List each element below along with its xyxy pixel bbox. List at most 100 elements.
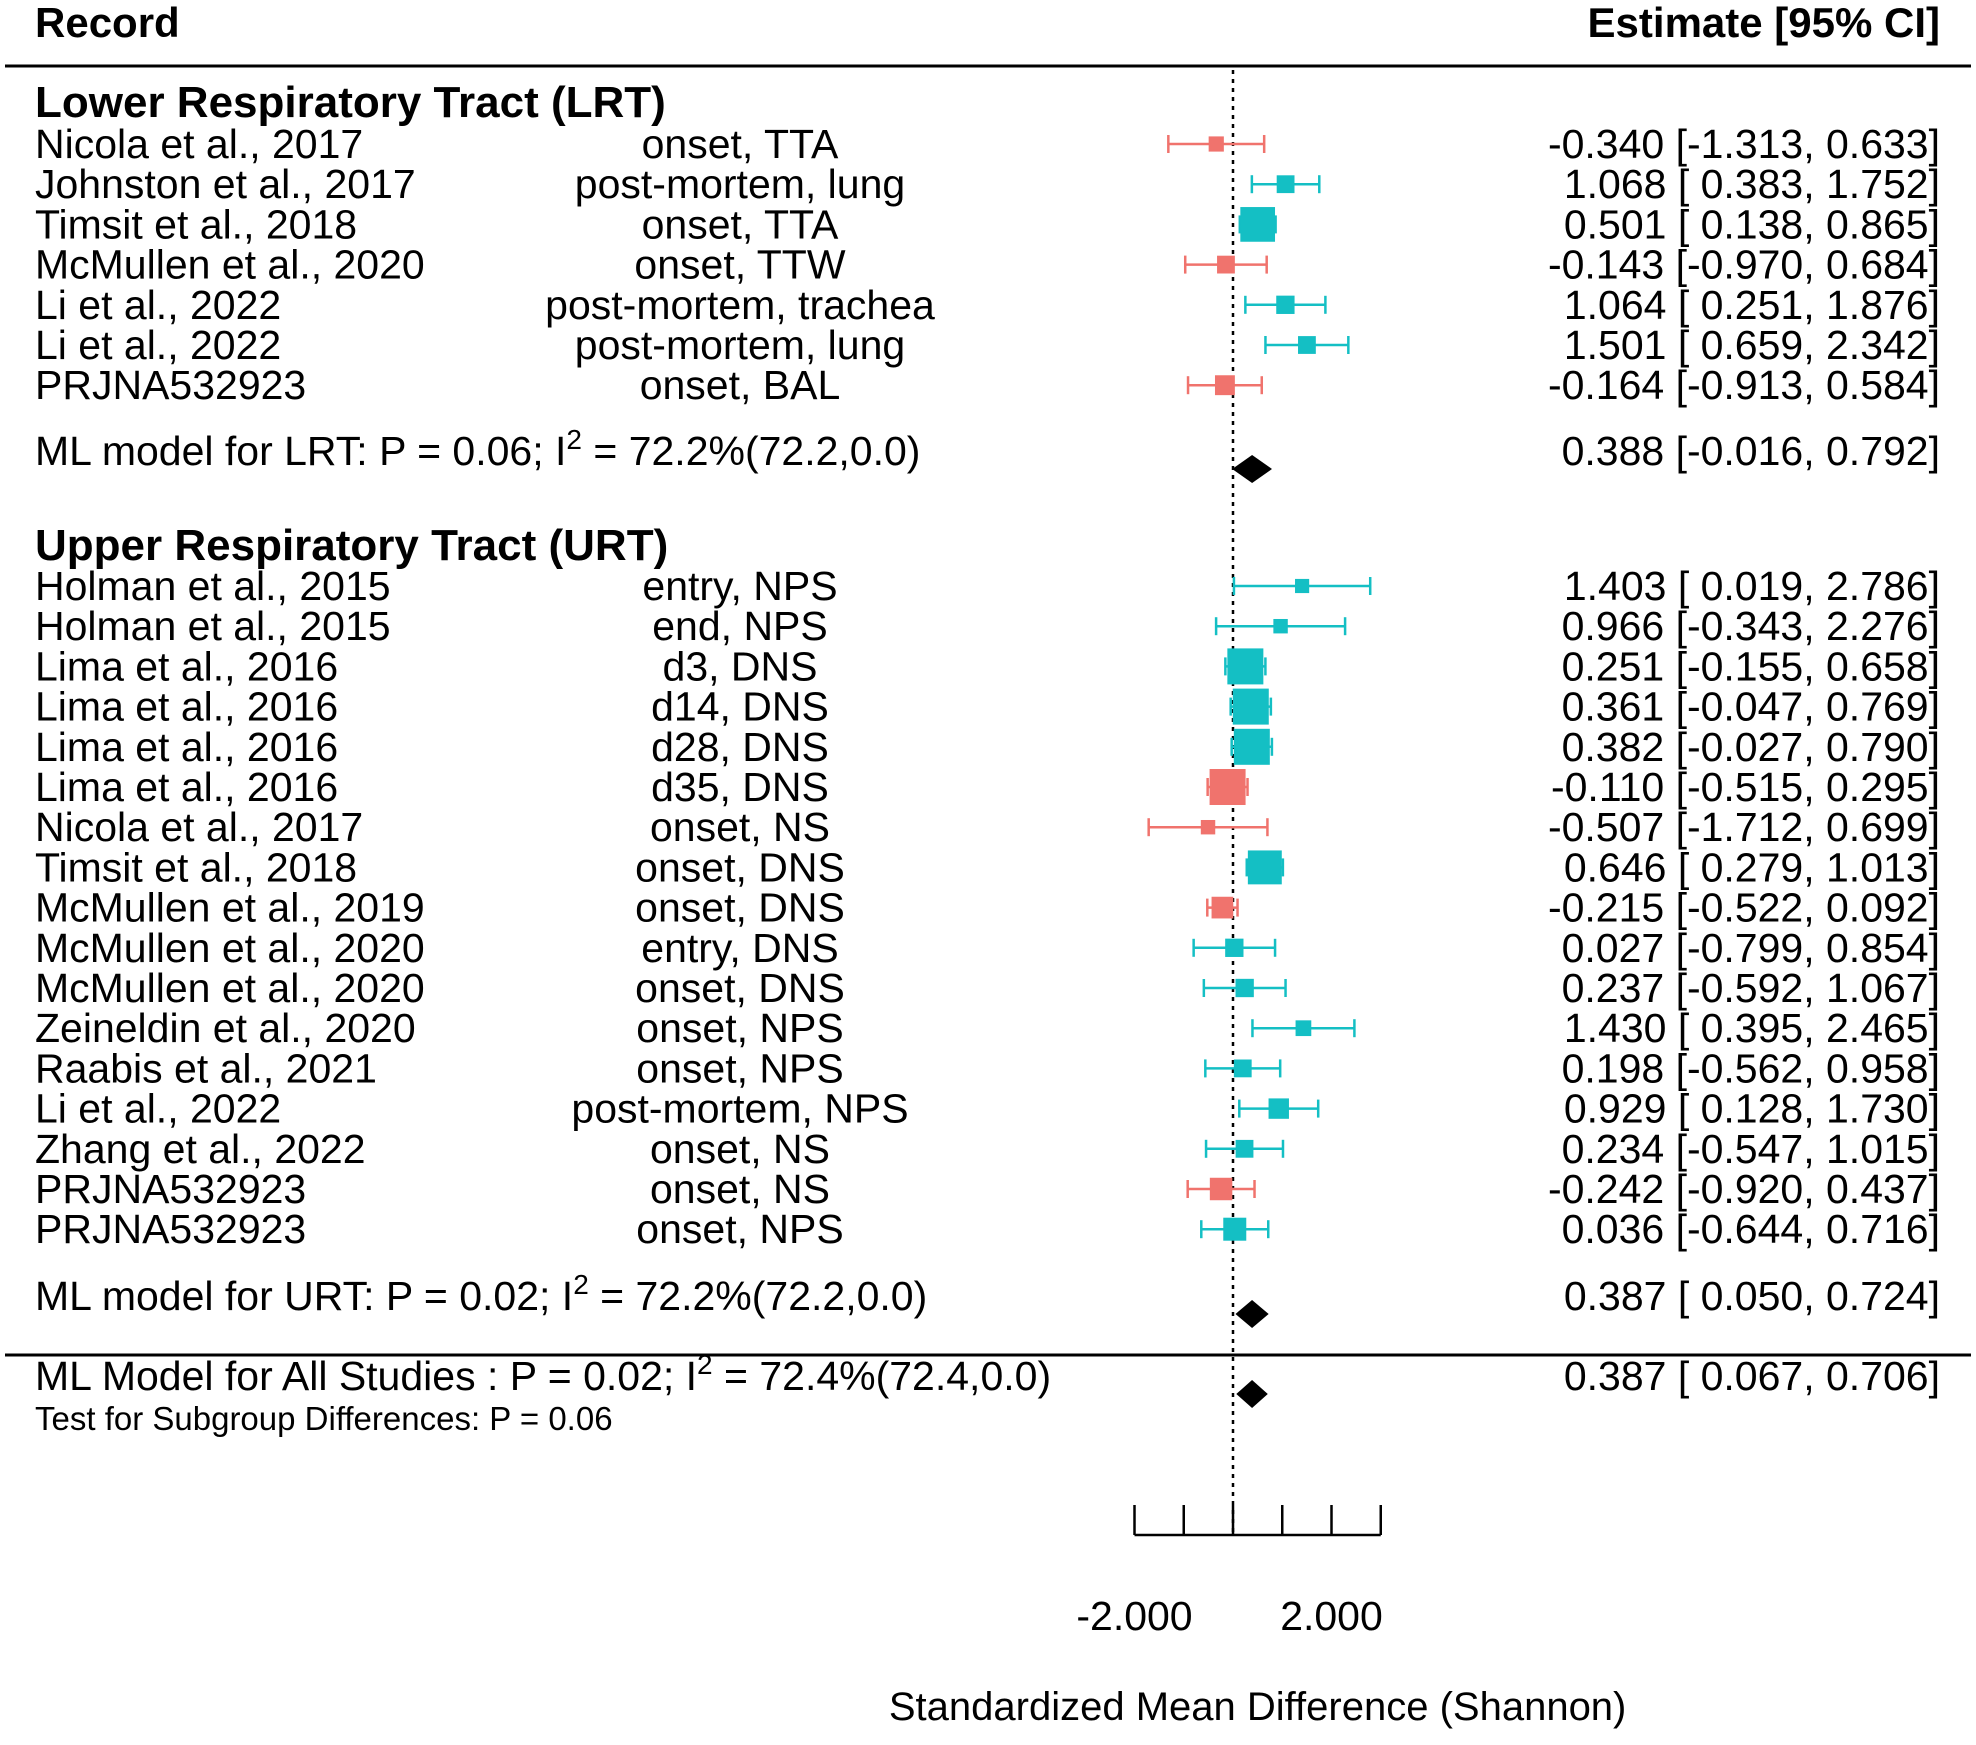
estimate-box	[1227, 648, 1264, 685]
estimate-ci-text: -0.242 [-0.920, 0.437]	[1548, 1166, 1940, 1212]
x-tick-label: 2.000	[1280, 1593, 1383, 1639]
estimate-box	[1225, 938, 1244, 957]
estimate-box	[1214, 375, 1235, 396]
estimate-ci-text: 1.430 [ 0.395, 2.465]	[1564, 1005, 1940, 1051]
sample-label: onset, TTA	[642, 121, 839, 167]
estimate-box	[1295, 578, 1310, 594]
x-axis-label: Standardized Mean Difference (Shannon)	[889, 1685, 1627, 1729]
estimate-ci-text: 0.251 [-0.155, 0.658]	[1562, 643, 1940, 689]
x-tick-label: -2.000	[1076, 1593, 1192, 1639]
estimate-ci-text: 0.361 [-0.047, 0.769]	[1562, 684, 1940, 730]
summary-diamond	[1235, 1300, 1269, 1328]
estimate-ci-text: -0.110 [-0.515, 0.295]	[1551, 764, 1940, 810]
sample-label: d3, DNS	[663, 643, 818, 689]
overall-diamond	[1236, 1380, 1268, 1408]
estimate-ci-text: 0.198 [-0.562, 0.958]	[1562, 1045, 1940, 1091]
sample-label: onset, DNS	[635, 885, 845, 931]
estimate-box	[1235, 1139, 1254, 1158]
estimate-box	[1200, 819, 1216, 835]
estimate-ci-text: -0.215 [-0.522, 0.092]	[1548, 885, 1940, 931]
sample-label: onset, NS	[650, 804, 830, 850]
estimate-box	[1209, 1177, 1233, 1201]
estimate-ci-text: 0.027 [-0.799, 0.854]	[1562, 925, 1940, 971]
study-label: McMullen et al., 2020	[35, 925, 425, 971]
estimate-ci-text: 1.064 [ 0.251, 1.876]	[1564, 282, 1940, 328]
header-record: Record	[35, 0, 180, 46]
estimate-box	[1295, 1020, 1312, 1037]
sample-label: onset, BAL	[640, 362, 841, 408]
study-label: Raabis et al., 2021	[35, 1045, 377, 1091]
study-label: Johnston et al., 2017	[35, 161, 416, 207]
study-label: McMullen et al., 2020	[35, 965, 425, 1011]
estimate-ci-text: 0.237 [-0.592, 1.067]	[1562, 965, 1940, 1011]
sample-label: entry, NPS	[642, 563, 837, 609]
study-label: Zeineldin et al., 2020	[35, 1005, 416, 1051]
sample-label: end, NPS	[652, 603, 828, 649]
estimate-box	[1209, 769, 1246, 805]
estimate-ci-text: -0.340 [-1.313, 0.633]	[1548, 121, 1940, 167]
estimate-box	[1276, 295, 1295, 314]
study-label: Li et al., 2022	[35, 322, 281, 368]
estimate-ci-text: 0.501 [ 0.138, 0.865]	[1564, 201, 1940, 247]
estimate-ci-text: 0.929 [ 0.128, 1.730]	[1564, 1086, 1940, 1132]
study-label: Zhang et al., 2022	[35, 1126, 366, 1172]
estimate-box	[1208, 136, 1224, 152]
estimate-box	[1233, 1059, 1252, 1078]
estimate-box	[1211, 896, 1234, 919]
estimate-ci-text: -0.507 [-1.712, 0.699]	[1548, 804, 1940, 850]
study-label: Nicola et al., 2017	[35, 804, 363, 850]
study-label: Lima et al., 2016	[35, 643, 338, 689]
sample-label: onset, DNS	[635, 844, 845, 890]
summary-label: ML model for LRT: P = 0.06; I2 = 72.2%(7…	[35, 424, 920, 474]
estimate-box	[1240, 207, 1276, 242]
estimate-ci-text: 1.068 [ 0.383, 1.752]	[1564, 161, 1940, 207]
study-label: Nicola et al., 2017	[35, 121, 363, 167]
study-label: McMullen et al., 2020	[35, 242, 425, 288]
study-label: McMullen et al., 2019	[35, 885, 425, 931]
estimate-box	[1268, 1098, 1289, 1119]
subgroup-test-text: Test for Subgroup Differences: P = 0.06	[35, 1400, 613, 1437]
sample-label: post-mortem, NPS	[571, 1086, 908, 1132]
sample-label: entry, DNS	[641, 925, 838, 971]
sample-label: onset, DNS	[635, 965, 845, 1011]
sample-label: onset, NPS	[636, 1206, 843, 1252]
group-title: Lower Respiratory Tract (LRT)	[35, 78, 666, 127]
sample-label: onset, NS	[650, 1166, 830, 1212]
study-label: Li et al., 2022	[35, 282, 281, 328]
overall-label: ML Model for All Studies : P = 0.02; I2 …	[35, 1349, 1051, 1399]
estimate-ci-text: -0.143 [-0.970, 0.684]	[1548, 242, 1940, 288]
overall-ci-text: 0.387 [ 0.067, 0.706]	[1564, 1353, 1940, 1399]
study-label: PRJNA532923	[35, 1206, 306, 1252]
estimate-box	[1247, 850, 1282, 885]
sample-label: post-mortem, lung	[575, 161, 905, 207]
estimate-ci-text: 0.234 [-0.547, 1.015]	[1562, 1126, 1940, 1172]
estimate-box	[1276, 175, 1295, 194]
group-title: Upper Respiratory Tract (URT)	[35, 521, 668, 570]
sample-label: onset, TTW	[634, 242, 845, 288]
study-label: Timsit et al., 2018	[35, 201, 357, 247]
header-estimate: Estimate [95% CI]	[1588, 0, 1940, 46]
sample-label: onset, TTA	[642, 201, 839, 247]
estimate-box	[1298, 336, 1316, 354]
study-label: Li et al., 2022	[35, 1086, 281, 1132]
estimate-ci-text: 0.382 [-0.027, 0.790]	[1562, 724, 1940, 770]
study-label: Lima et al., 2016	[35, 684, 338, 730]
estimate-ci-text: 0.646 [ 0.279, 1.013]	[1564, 844, 1940, 890]
estimate-ci-text: 1.501 [ 0.659, 2.342]	[1564, 322, 1940, 368]
summary-diamond	[1232, 455, 1273, 483]
estimate-ci-text: 0.966 [-0.343, 2.276]	[1562, 603, 1940, 649]
study-label: Holman et al., 2015	[35, 603, 391, 649]
estimate-box	[1217, 255, 1235, 274]
sample-label: onset, NS	[650, 1126, 830, 1172]
sample-label: d14, DNS	[651, 684, 829, 730]
study-label: Lima et al., 2016	[35, 764, 338, 810]
summary-ci-text: 0.387 [ 0.050, 0.724]	[1564, 1273, 1940, 1319]
estimate-box	[1223, 1217, 1247, 1241]
study-label: PRJNA532923	[35, 362, 306, 408]
sample-label: onset, NPS	[636, 1045, 843, 1091]
study-label: Timsit et al., 2018	[35, 844, 357, 890]
study-label: Holman et al., 2015	[35, 563, 391, 609]
sample-label: post-mortem, trachea	[545, 282, 935, 328]
estimate-ci-text: 0.036 [-0.644, 0.716]	[1562, 1206, 1940, 1252]
